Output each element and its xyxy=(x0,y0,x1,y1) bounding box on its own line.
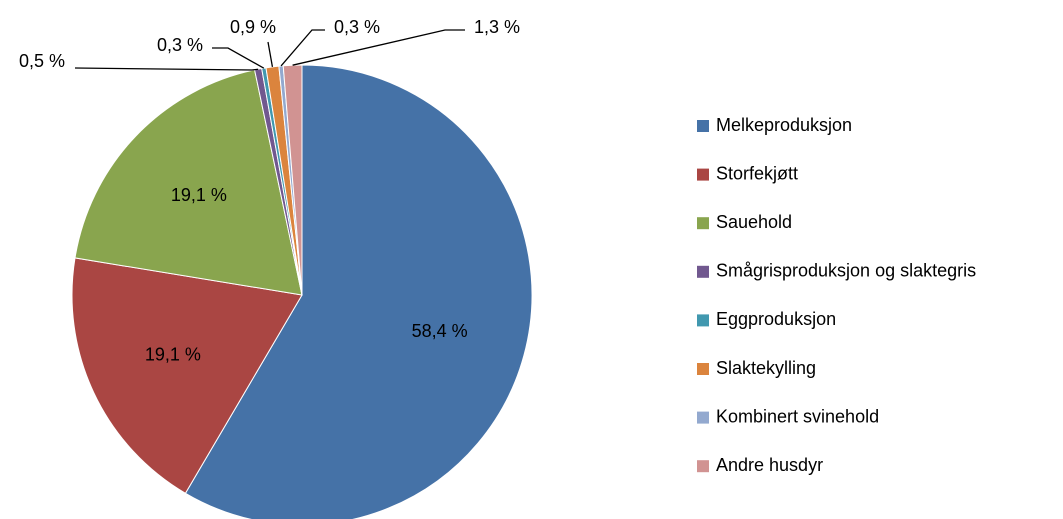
legend-label: Kombinert svinehold xyxy=(716,406,879,426)
legend-swatch xyxy=(697,120,709,132)
data-label: 19,1 % xyxy=(145,344,201,364)
pie-slice xyxy=(74,69,303,296)
legend-label: Smågrisproduksjon og slaktegris xyxy=(716,261,976,281)
data-label: 0,3 % xyxy=(157,35,203,55)
legend-label: Sauehold xyxy=(716,212,792,232)
data-label: 0,5 % xyxy=(19,51,65,71)
data-label: 0,3 % xyxy=(334,17,380,37)
legend-swatch xyxy=(697,460,709,473)
pie-slice xyxy=(184,64,533,519)
legend-label: Eggproduksjon xyxy=(716,309,836,329)
data-label: 19,1 % xyxy=(171,185,227,205)
leader-line xyxy=(292,29,465,66)
legend-swatch xyxy=(697,217,709,230)
legend-swatch xyxy=(697,314,709,327)
data-label: 1,3 % xyxy=(474,17,520,37)
legend-label: Andre husdyr xyxy=(716,455,823,475)
legend-swatch xyxy=(697,265,709,278)
leader-line xyxy=(212,47,265,69)
pie-slice xyxy=(282,64,303,296)
legend-label: Slaktekylling xyxy=(716,358,816,378)
legend-swatch xyxy=(697,363,709,375)
leader-line xyxy=(267,41,274,68)
data-label: 0,9 % xyxy=(230,17,276,37)
legend-swatch xyxy=(697,411,709,424)
legend-label: Storfekjøtt xyxy=(716,163,798,183)
data-label: 58,4 % xyxy=(412,321,468,341)
legend-label: Melkeproduksjon xyxy=(716,115,852,135)
leader-line xyxy=(74,67,259,71)
leader-line xyxy=(280,29,325,67)
legend-swatch xyxy=(697,168,709,181)
pie-slice xyxy=(71,257,303,494)
